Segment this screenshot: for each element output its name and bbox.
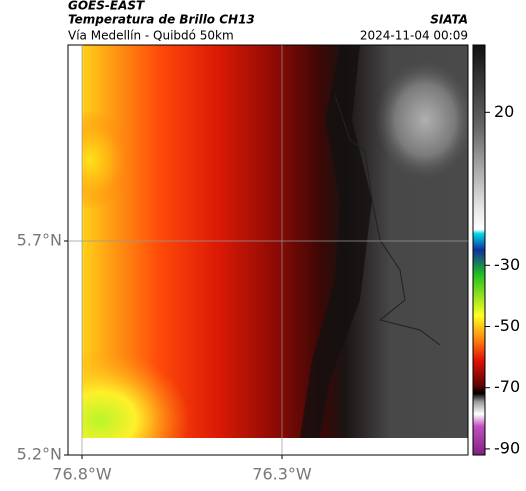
y-tick-label: 5.2°N	[17, 445, 62, 464]
colorbar-tick-label: -70	[494, 377, 520, 396]
title: GOES-EAST	[68, 0, 145, 13]
region: Vía Medellín - Quibdó 50km	[68, 29, 234, 43]
colorbar-tick-label: -90	[494, 438, 520, 457]
colorbar-tick-label: 20	[494, 102, 514, 121]
warm-area	[82, 110, 130, 210]
cloud-area	[375, 60, 468, 180]
y-tick-label: 5.7°N	[17, 231, 62, 250]
colorbar	[472, 44, 486, 456]
boundary	[334, 94, 441, 346]
x-tick-label: 76.8°W	[52, 465, 112, 484]
colorbar-tick-label: -50	[494, 316, 520, 335]
colorbar-tick-label: -30	[494, 255, 520, 274]
warm-area	[82, 350, 190, 438]
x-tick-label: 76.3°W	[252, 465, 312, 484]
imagery	[82, 45, 468, 438]
timestamp: 2024-11-04 00:09	[360, 29, 468, 43]
map-frame	[67, 44, 469, 456]
subtitle: Temperatura de Brillo CH13	[68, 13, 255, 27]
source: SIATA	[430, 13, 468, 27]
